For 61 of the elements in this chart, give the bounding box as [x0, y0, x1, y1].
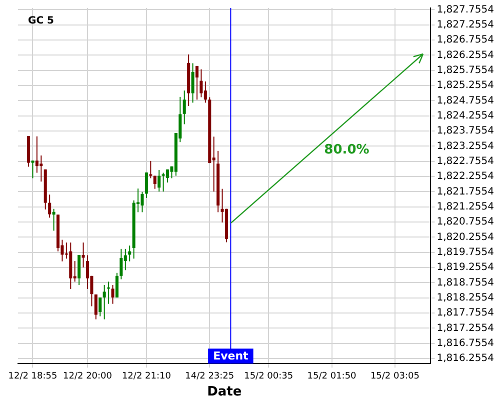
candlestick [182, 90, 186, 125]
y-tick-label: 1,826.7554 [436, 34, 494, 46]
candlestick [158, 170, 161, 192]
candlestick [200, 68, 203, 98]
candlestick [115, 272, 118, 298]
candlestick [78, 254, 81, 286]
y-tick-label: 1,824.2554 [436, 110, 494, 122]
candlestick [94, 294, 98, 320]
y-tick-label: 1,827.7554 [436, 4, 494, 16]
candlestick [166, 168, 170, 183]
y-tick-label: 1,823.7554 [436, 126, 494, 137]
y-tick-label: 1,819.2554 [436, 262, 494, 274]
x-tick-label: 12/2 20:00 [62, 371, 112, 382]
candlestick [162, 172, 165, 192]
annotation: 80.0% [324, 142, 370, 158]
candlestick [40, 154, 43, 182]
candlestick [191, 62, 194, 104]
candlestick [35, 136, 38, 174]
x-axis-title: Date [207, 384, 242, 400]
x-tick-label: 12/2 21:10 [122, 371, 172, 382]
x-tick-label: 15/2 01:50 [307, 371, 357, 382]
candlestick [149, 160, 152, 179]
y-tick-label: 1,818.7554 [436, 277, 494, 288]
y-tick-label: 1,823.2554 [436, 140, 494, 152]
y-tick-label: 1,825.2554 [436, 80, 494, 92]
y-tick-label: 1,816.7554 [436, 338, 494, 350]
y-tick-label: 1,821.2554 [436, 201, 494, 212]
y-tick-label: 1,822.2554 [436, 171, 494, 182]
x-tick-label: 14/2 23:25 [185, 371, 234, 382]
candlestick [48, 194, 52, 218]
candlestick [102, 284, 106, 320]
x-tick-label: 15/2 00:35 [244, 371, 294, 382]
candlestick [111, 284, 114, 304]
y-tick-label: 1,826.2554 [436, 50, 494, 61]
candlestick [98, 296, 102, 317]
y-tick-label: 1,824.7554 [436, 95, 494, 106]
candlestick [120, 248, 123, 280]
x-tick-label: 15/2 03:05 [370, 371, 420, 382]
text: GC 5 [28, 16, 54, 27]
x-tick-label: 12/2 18:55 [8, 371, 58, 382]
y-tick-label: 1,822.7554 [436, 156, 494, 167]
candlestick [195, 65, 199, 100]
candlestick [153, 175, 156, 190]
y-tick-label: 1,818.2554 [436, 292, 494, 304]
y-tick-label: 1,819.7554 [436, 246, 494, 258]
y-tick-label: 1,817.7554 [436, 308, 494, 319]
candlestick [144, 172, 148, 198]
candlestick [128, 245, 132, 262]
candlestick [204, 80, 207, 104]
y-tick-label: 1,821.7554 [436, 186, 494, 198]
text: Event [213, 349, 248, 362]
candlestick [140, 191, 144, 213]
candlestick [52, 208, 56, 232]
y-tick-label: 1,816.2554 [436, 353, 494, 364]
y-tick-label: 1,820.2554 [436, 232, 494, 243]
candlestick [82, 242, 85, 268]
y-tick-label: 1,817.2554 [436, 322, 494, 334]
candlestick [31, 160, 34, 179]
y-tick-label: 1,820.7554 [436, 216, 494, 228]
y-tick-label: 1,825.7554 [436, 64, 494, 76]
y-tick-label: 1,827.2554 [436, 19, 494, 30]
